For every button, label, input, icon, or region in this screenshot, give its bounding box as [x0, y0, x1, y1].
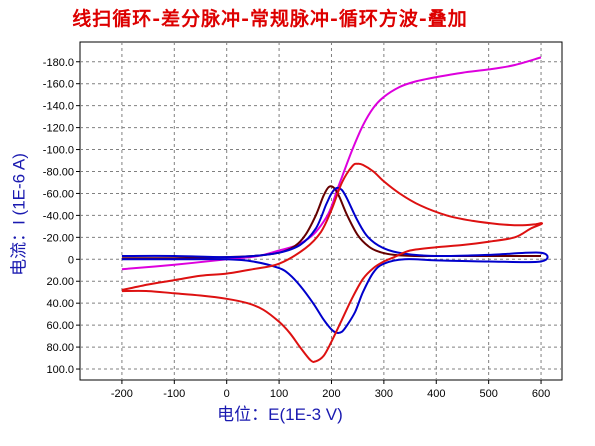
y-tick-label: 20.00 — [46, 276, 74, 288]
series-line-1 — [121, 56, 542, 271]
y-tick-label: -80.00 — [43, 166, 74, 178]
y-tick-label: 60.00 — [46, 320, 74, 332]
tick-labels: -200 -100 0 100 200 300 400 500 600 -180.0 -160.0 -… — [43, 57, 550, 400]
y-tick-label: 80.00 — [46, 342, 74, 354]
x-axis-label: 电位：E(1E-3 V) — [217, 405, 343, 424]
x-tick-label: 300 — [375, 388, 393, 400]
series-line-4 — [121, 162, 544, 363]
y-tick-label: 0 — [68, 254, 74, 266]
y-tick-label: -180.0 — [43, 57, 74, 69]
x-tick-label: 400 — [427, 388, 445, 400]
y-tick-label: -20.00 — [43, 232, 74, 244]
y-tick-label: 100.0 — [46, 364, 74, 376]
x-tick-label: -100 — [163, 388, 185, 400]
x-tick-label: 200 — [322, 388, 340, 400]
x-tick-label: 100 — [270, 388, 288, 400]
y-tick-label: -140.0 — [43, 101, 74, 113]
y-tick-label: -100.0 — [43, 145, 74, 157]
y-tick-label: -40.00 — [43, 210, 74, 222]
series-line-3 — [121, 186, 549, 334]
y-tick-label: -120.0 — [43, 123, 74, 135]
x-tick-label: 0 — [224, 388, 230, 400]
y-tick-label: -60.00 — [43, 188, 74, 200]
y-axis-label: 电流：I (1E-6 A) — [9, 153, 29, 276]
x-tick-label: 500 — [479, 388, 497, 400]
y-tick-label: 40.00 — [46, 298, 74, 310]
x-tick-label: -200 — [111, 388, 133, 400]
series-group — [121, 56, 549, 363]
chart-title: 线扫循环-差分脉冲-常规脉冲-循环方波-叠加 — [72, 8, 468, 30]
x-tick-label: 600 — [532, 388, 550, 400]
plot-area — [79, 41, 563, 381]
y-tick-label: -160.0 — [43, 79, 74, 91]
